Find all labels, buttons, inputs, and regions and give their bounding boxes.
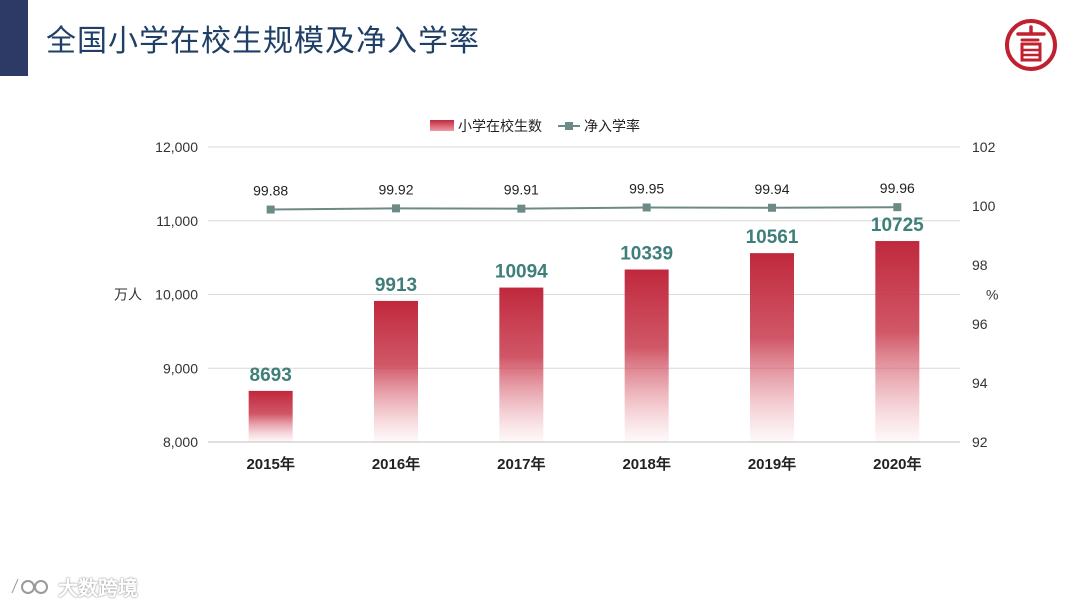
y-left-tick-label: 10,000 (155, 287, 198, 303)
line-point (642, 203, 651, 212)
watermark-text: 大数跨境 (58, 576, 138, 600)
y-right-tick-label: 94 (972, 375, 988, 391)
x-tick-label: 2020年 (873, 455, 921, 473)
title-accent-bar (0, 0, 28, 76)
bar-data-label: 10339 (620, 243, 673, 264)
y-left-tick-label: 12,000 (155, 139, 198, 155)
x-tick-label: 2015年 (246, 455, 294, 473)
bar (624, 269, 669, 442)
line-series-path (270, 206, 898, 211)
y-right-tick-label: 92 (972, 434, 988, 450)
bar (750, 253, 794, 442)
bar (248, 390, 293, 442)
legend-line-label: 净入学率 (584, 118, 640, 134)
page-title: 全国小学在校生规模及净入学率 (46, 24, 480, 59)
line-point (392, 204, 400, 213)
line-data-label: 99.94 (754, 181, 789, 197)
legend-line-marker (565, 122, 573, 130)
y-left-tick-label: 8,000 (163, 434, 198, 450)
y-right-tick-label: 96 (972, 316, 988, 332)
line-data-label: 99.88 (253, 183, 288, 199)
y-right-tick-label: 100 (972, 198, 996, 214)
x-tick-label: 2016年 (372, 455, 420, 473)
bar-data-label: 10094 (495, 262, 548, 283)
y-right-tick-label: 98 (972, 257, 988, 273)
bar (374, 300, 418, 442)
y-left-tick-label: 11,000 (156, 213, 198, 229)
x-tick-label: 2017年 (497, 455, 545, 473)
watermark-logo-icon (10, 577, 48, 594)
line-point (893, 203, 902, 212)
line-point (517, 204, 526, 213)
logo-seal-icon (1005, 19, 1057, 71)
y-left-axis-title: 万人 (114, 287, 142, 303)
bar-data-label: 10725 (871, 215, 924, 236)
line-data-label: 99.92 (378, 181, 413, 197)
y-left-tick-label: 9,000 (163, 360, 198, 376)
bar-data-label: 8693 (250, 365, 292, 386)
bar (499, 287, 544, 442)
watermark: 大数跨境 (8, 572, 138, 601)
x-tick-label: 2018年 (622, 455, 670, 473)
line-point (266, 205, 275, 214)
bar-data-label: 10561 (746, 227, 799, 248)
y-right-tick-label: 102 (972, 139, 996, 155)
legend-bar-swatch (430, 120, 454, 131)
y-right-axis-title: % (986, 287, 998, 303)
bar (875, 241, 920, 442)
legend-bar-label: 小学在校生数 (458, 118, 542, 134)
line-point (768, 203, 776, 212)
x-tick-label: 2019年 (748, 455, 796, 473)
line-data-label: 99.95 (629, 180, 664, 196)
line-data-label: 99.96 (880, 180, 915, 196)
bar-data-label: 9913 (375, 275, 417, 296)
line-data-label: 99.91 (504, 182, 539, 198)
